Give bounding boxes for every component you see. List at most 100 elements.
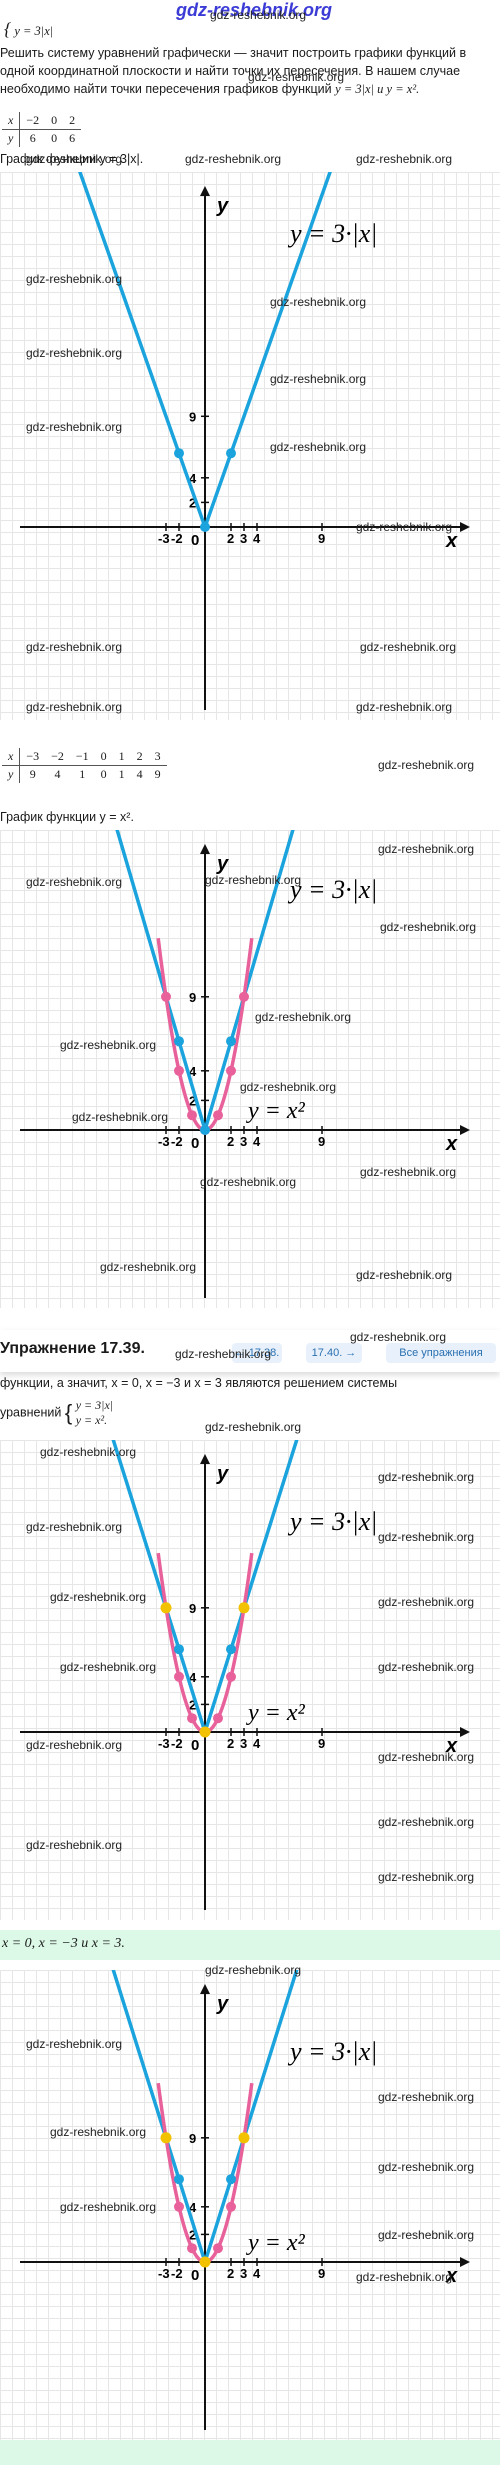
x-axis-label: x <box>445 530 458 552</box>
x-axis-arrow <box>460 1125 470 1135</box>
intro-paragraph: Решить систему уравнений графически — зн… <box>0 46 467 96</box>
site-logo[interactable]: gdz-reshebnik.org <box>176 0 333 20</box>
x-tick-label: 9 <box>318 1736 325 1751</box>
abs-graph-label: y = 3·|x| <box>287 875 377 904</box>
y-tick-label: 9 <box>189 1601 196 1616</box>
watermark: gdz-reshebnik.org <box>378 1530 475 1544</box>
y-axis-arrow <box>200 1984 210 1994</box>
origin-label: 0 <box>191 1737 199 1754</box>
abs-point <box>174 2174 184 2185</box>
x-axis-arrow <box>460 522 470 532</box>
watermark: gdz-reshebnik.org <box>205 1963 302 1977</box>
x-tick-label: 2 <box>227 1736 234 1751</box>
square-point <box>174 2201 184 2212</box>
y-axis-label: y <box>216 853 229 875</box>
next-exercise-button[interactable]: 17.40. → <box>306 1343 362 1363</box>
watermark: gdz-reshebnik.org <box>378 2228 475 2242</box>
answer-text: x = 0, x = −3 и x = 3. <box>2 1936 125 1951</box>
watermark: gdz-reshebnik.org <box>240 1080 337 1094</box>
watermark: gdz-reshebnik.org <box>205 873 302 887</box>
abs-graph-label: y = 3·|x| <box>287 2037 377 2066</box>
watermark: gdz-reshebnik.org <box>50 2125 147 2139</box>
intersection-point <box>199 2256 211 2268</box>
y-tick-label: 4 <box>189 1670 197 1685</box>
intersection-point <box>160 2132 172 2144</box>
watermark: gdz-reshebnik.org <box>185 152 282 166</box>
x-tick-label: 3 <box>240 1134 247 1149</box>
abs-point <box>174 448 184 459</box>
watermark: gdz-reshebnik.org <box>60 1038 157 1052</box>
watermark: gdz-reshebnik.org <box>356 520 453 534</box>
square-graph-label: y = x² <box>246 1098 306 1124</box>
x-tick-label: 9 <box>318 531 325 546</box>
square-point <box>187 1713 197 1724</box>
system-equation: { y = 3|x| <box>4 19 54 39</box>
abs-point <box>226 448 236 459</box>
y-axis-arrow <box>200 186 210 196</box>
watermark: gdz-reshebnik.org <box>378 1660 475 1674</box>
square-point <box>213 2243 223 2254</box>
watermark: gdz-reshebnik.org <box>60 1660 157 1674</box>
watermark: gdz-reshebnik.org <box>26 640 123 654</box>
x-tick-label: 3 <box>240 1736 247 1751</box>
x-tick-label: 9 <box>318 1134 325 1149</box>
y-axis-label: y <box>216 1463 229 1485</box>
watermark: gdz-reshebnik.org <box>378 1470 475 1484</box>
watermark: gdz-reshebnik.org <box>356 152 453 166</box>
watermark: gdz-reshebnik.org <box>26 272 123 286</box>
abs-graph-label: y = 3·|x| <box>287 219 377 248</box>
watermark: gdz-reshebnik.org <box>356 700 453 714</box>
abs-point <box>174 1644 184 1655</box>
watermark: gdz-reshebnik.org <box>378 2160 475 2174</box>
y-tick-label: 9 <box>189 2131 196 2146</box>
watermark: gdz-reshebnik.org <box>380 920 477 934</box>
all-exercises-button[interactable]: Все упражнения <box>386 1343 496 1363</box>
watermark: gdz-reshebnik.org <box>378 1815 475 1829</box>
watermark: gdz-reshebnik.org <box>40 1445 137 1459</box>
watermark: gdz-reshebnik.org <box>72 1110 169 1124</box>
square-point <box>187 2243 197 2254</box>
x-tick-label: 2 <box>227 1134 234 1149</box>
x-tick-label: 4 <box>253 1736 261 1751</box>
abs-graph-label: y = 3·|x| <box>287 1507 377 1536</box>
x-tick-label: 2 <box>227 2266 234 2281</box>
watermark: gdz-reshebnik.org <box>26 1738 123 1752</box>
square-point <box>226 1065 236 1076</box>
x-axis-arrow <box>460 1727 470 1737</box>
watermark: gdz-reshebnik.org <box>356 2270 453 2284</box>
y-tick-label: 2 <box>189 1093 196 1108</box>
x-axis-label: x <box>445 1133 458 1155</box>
watermark: gdz-reshebnik.org <box>26 152 123 166</box>
watermark: gdz-reshebnik.org <box>175 1347 272 1361</box>
watermark: gdz-reshebnik.org <box>210 8 307 22</box>
watermark: gdz-reshebnik.org <box>360 1165 457 1179</box>
square-point <box>226 2201 236 2212</box>
x-tick-label: -3 <box>158 1736 170 1751</box>
conclusion-text: функции, а значит, x = 0, x = −3 и x = 3… <box>0 1376 398 1390</box>
watermark: gdz-reshebnik.org <box>378 758 475 772</box>
watermark: gdz-reshebnik.org <box>26 875 123 889</box>
watermark: gdz-reshebnik.org <box>100 1260 197 1274</box>
abs-point <box>226 2174 236 2185</box>
x-axis-arrow <box>460 2257 470 2267</box>
abs-point <box>200 522 210 532</box>
y-tick-label: 2 <box>189 2227 196 2242</box>
watermark: gdz-reshebnik.org <box>26 1838 123 1852</box>
graph-solution: x y -3 -2 2 3 4 9 9 4 2 0 y = x² y = 3·|x| <box>0 1317 500 1920</box>
watermark: gdz-reshebnik.org <box>26 420 123 434</box>
y-tick-label: 4 <box>189 471 197 486</box>
watermark: gdz-reshebnik.org <box>378 1595 475 1609</box>
answer-box: x = 0, x = −3 и x = 3. <box>0 1930 500 1960</box>
abs-point <box>174 1036 184 1047</box>
exercise-header: Упражнение 17.39. ← 17.38. 17.40. → Все … <box>0 1330 500 1372</box>
y-tick-label: 9 <box>189 409 196 424</box>
watermark: gdz-reshebnik.org <box>356 1268 453 1282</box>
y-tick-label: 4 <box>189 1064 197 1079</box>
prev-exercise-button[interactable]: ← 17.38. <box>232 1343 282 1363</box>
y-axis-arrow <box>200 844 210 854</box>
